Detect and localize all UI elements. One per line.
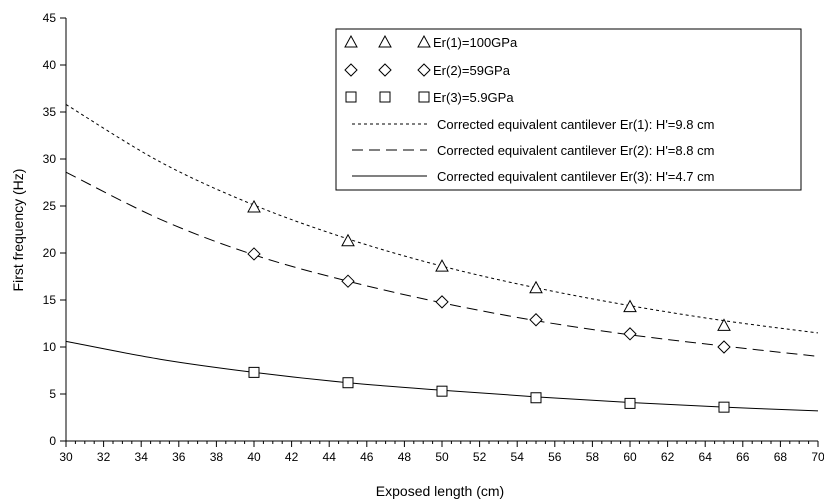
x-tick-label: 62 [661,450,675,464]
legend-label: Corrected equivalent cantilever Er(2): H… [437,143,714,158]
x-tick-label: 30 [59,450,73,464]
y-axis-label: First frequency (Hz) [10,169,26,292]
legend-label: Corrected equivalent cantilever Er(3): H… [437,169,714,184]
square-point [624,397,636,409]
triangle-point [623,299,637,313]
triangle-point [341,233,355,247]
y-tick-label: 40 [43,58,57,72]
y-tick-label: 0 [49,434,56,448]
legend-square-icon [418,91,430,103]
legend-triangle-icon [344,34,358,48]
x-tick-label: 44 [323,450,337,464]
x-tick-label: 64 [699,450,713,464]
x-tick-label: 66 [736,450,750,464]
legend-label: Er(2)=59GPa [433,63,511,78]
x-axis-label: Exposed length (cm) [376,483,504,499]
x-axis: 30 32 34 36 38 40 42 44 46 48 50 52 54 56 58 60 62 64 66 68… [59,441,824,464]
y-tick-label: 5 [49,387,56,401]
square-point [718,401,730,413]
square-point [530,392,542,404]
x-tick-label: 40 [247,450,261,464]
x-tick-label: 56 [548,450,562,464]
diamond-point [247,247,261,261]
x-tick-label: 34 [135,450,149,464]
square-point [436,385,448,397]
triangle-point [247,199,261,213]
diamond-point [435,295,449,309]
triangle-point [435,259,449,272]
x-tick-label: 54 [511,450,525,464]
diamond-point [717,340,731,354]
legend-diamond-icon [378,63,392,77]
legend: Er(1)=100GPa Er(2)=59GPa Er(3)=5.9GPa Corre… [335,28,802,191]
x-tick-label: 42 [285,450,299,464]
diamond-point [529,313,543,327]
triangle-point [529,280,543,294]
y-tick-label: 25 [43,199,57,213]
y-tick-label: 45 [43,11,57,25]
y-tick-label: 30 [43,152,57,166]
square-point [342,377,354,389]
y-tick-label: 10 [43,340,57,354]
legend-diamond-icon [344,63,358,77]
y-tick-label: 15 [43,293,57,307]
curve-dotted-1 [65,104,819,334]
x-tick-label: 58 [586,450,600,464]
legend-square-icon [345,91,357,103]
diamond-point [341,274,355,288]
square-point [248,366,260,378]
x-tick-label: 60 [623,450,637,464]
x-tick-label: 38 [210,450,224,464]
legend-triangle-icon [378,34,392,48]
x-tick-label: 48 [398,450,412,464]
x-tick-label: 70 [811,450,824,464]
diamond-point [623,327,637,341]
curve-solid-3 [65,340,819,412]
y-tick-label: 35 [43,105,57,119]
x-tick-label: 32 [97,450,111,464]
legend-label: Er(3)=5.9GPa [433,90,514,105]
y-axis: 0 5 10 15 20 25 30 35 40 45 [43,11,66,448]
x-tick-label: 46 [360,450,374,464]
y-tick-label: 20 [43,246,57,260]
legend-label: Er(1)=100GPa [433,35,518,50]
triangle-point [717,318,731,331]
legend-square-icon [379,91,391,103]
data-markers [247,199,731,413]
legend-diamond-icon [417,63,431,77]
legend-label: Corrected equivalent cantilever Er(1): H… [437,117,714,132]
legend-box [335,28,802,191]
x-tick-label: 68 [774,450,788,464]
legend-triangle-icon [417,34,431,48]
x-tick-label: 52 [473,450,487,464]
x-tick-label: 36 [172,450,186,464]
x-tick-label: 50 [435,450,449,464]
